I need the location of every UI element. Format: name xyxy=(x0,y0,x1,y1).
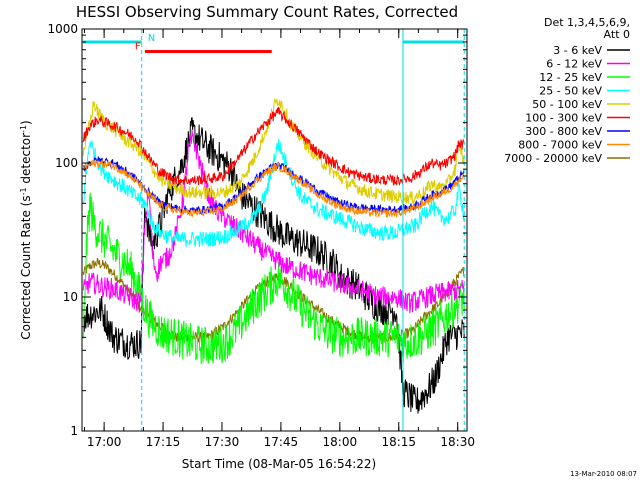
plot-frame xyxy=(81,28,468,432)
x-tick-label-4: 18:00 xyxy=(323,435,358,449)
timestamp: 13-Mar-2010 08:07 xyxy=(570,470,637,478)
legend-label-3: 25 - 50 keV xyxy=(539,85,602,98)
x-tick-label-6: 18:30 xyxy=(440,435,475,449)
legend-label-7: 800 - 7000 keV xyxy=(518,139,602,152)
x-axis: 17:00 17:15 17:30 17:45 18:00 18:15 18:30 xyxy=(83,29,475,449)
y-tick-label-0: 1 xyxy=(70,424,78,438)
flag-n-label: N xyxy=(148,33,155,44)
legend-label-8: 7000 - 20000 keV xyxy=(504,152,602,165)
x-tick-label-2: 17:30 xyxy=(205,435,240,449)
flags-layer: NF xyxy=(83,33,465,53)
y-axis-label: Corrected Count Rate (s-1 detector-1) xyxy=(19,120,34,339)
series-25-50-kev xyxy=(82,139,465,248)
vlines-layer xyxy=(141,29,465,431)
series-100-300-kev xyxy=(82,106,465,186)
x-tick-label-0: 17:00 xyxy=(87,435,122,449)
legend-label-0: 3 - 6 keV xyxy=(553,44,602,57)
chart-title: HESSI Observing Summary Count Rates, Cor… xyxy=(76,3,458,21)
series-3-6-kev xyxy=(82,117,465,414)
series-6-12-kev xyxy=(82,129,465,314)
y-axis: 1 10 100 1000 xyxy=(47,22,467,438)
y-tick-label-2: 100 xyxy=(55,156,78,170)
series-50-100-kev xyxy=(82,97,465,204)
x-tick-label-3: 17:45 xyxy=(264,435,299,449)
y-tick-label-1: 10 xyxy=(63,290,78,304)
legend-label-6: 300 - 800 keV xyxy=(525,125,602,138)
legend-label-1: 6 - 12 keV xyxy=(546,58,602,71)
legend-header-line1: Det 1,3,4,5,6,9, xyxy=(544,16,630,29)
x-tick-label-5: 18:15 xyxy=(381,435,416,449)
x-tick-label-1: 17:15 xyxy=(146,435,181,449)
legend-header-line2: Att 0 xyxy=(604,28,630,41)
legend-label-2: 12 - 25 keV xyxy=(539,71,602,84)
flag-f-label: F xyxy=(135,41,141,52)
legend-label-4: 50 - 100 keV xyxy=(532,98,602,111)
series-layer xyxy=(82,97,465,414)
legend-label-5: 100 - 300 keV xyxy=(525,112,602,125)
x-axis-label: Start Time (08-Mar-05 16:54:22) xyxy=(182,457,376,471)
series-12-25-kev xyxy=(82,192,465,365)
y-tick-label-3: 1000 xyxy=(47,22,78,36)
series-800-7000-kev xyxy=(82,159,465,218)
